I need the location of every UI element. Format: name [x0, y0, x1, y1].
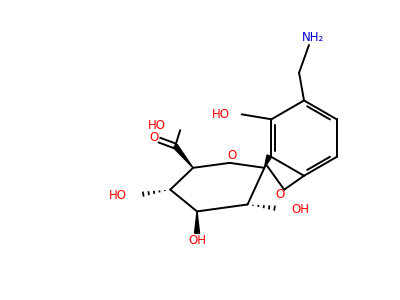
Polygon shape [173, 145, 193, 168]
Text: O: O [276, 188, 285, 201]
Polygon shape [264, 155, 272, 168]
Text: OH: OH [291, 203, 309, 216]
Text: O: O [150, 130, 159, 144]
Text: OH: OH [188, 234, 206, 247]
Text: O: O [227, 149, 236, 162]
Text: HO: HO [109, 189, 127, 202]
Text: HO: HO [212, 108, 230, 121]
Polygon shape [194, 212, 200, 233]
Text: NH₂: NH₂ [302, 31, 324, 44]
Text: HO: HO [148, 119, 166, 132]
